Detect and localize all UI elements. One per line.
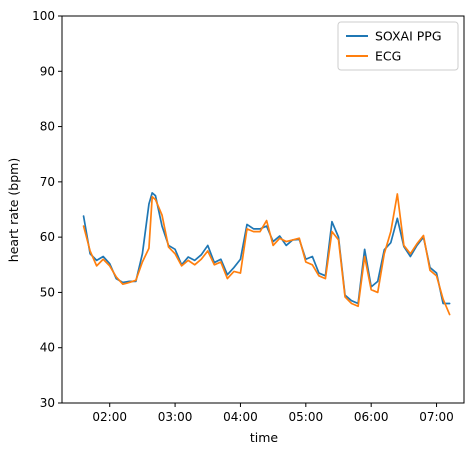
x-axis-ticks: 02:00 03:00 04:00 05:00 06:00 07:00 xyxy=(92,403,454,424)
x-tick-label: 07:00 xyxy=(419,410,454,424)
y-tick-label: 50 xyxy=(40,285,55,299)
y-tick-label: 80 xyxy=(40,120,55,134)
plot-frame xyxy=(61,15,465,404)
plot-area xyxy=(61,15,465,404)
y-tick-label: 90 xyxy=(40,64,55,78)
y-axis-ticks: 30 40 50 60 70 80 90 100 xyxy=(32,9,62,410)
x-axis-label: time xyxy=(250,430,279,445)
y-axis-label: heart rate (bpm) xyxy=(6,158,21,262)
series-line-ecg xyxy=(82,193,451,316)
y-tick-label: 40 xyxy=(40,341,55,355)
legend-box xyxy=(337,21,459,71)
legend-entry: SOXAI PPG xyxy=(375,29,442,44)
series-layer xyxy=(82,192,451,316)
x-tick-label: 02:00 xyxy=(92,410,127,424)
legend-entry: ECG xyxy=(375,49,401,64)
legend: SOXAI PPG ECG xyxy=(337,21,459,71)
y-tick-label: 70 xyxy=(40,175,55,189)
y-tick-label: 60 xyxy=(40,230,55,244)
x-tick-label: 05:00 xyxy=(289,410,324,424)
x-tick-label: 04:00 xyxy=(223,410,258,424)
x-tick-label: 06:00 xyxy=(354,410,389,424)
y-tick-label: 30 xyxy=(40,396,55,410)
x-tick-label: 03:00 xyxy=(158,410,193,424)
y-tick-label: 100 xyxy=(32,9,55,23)
